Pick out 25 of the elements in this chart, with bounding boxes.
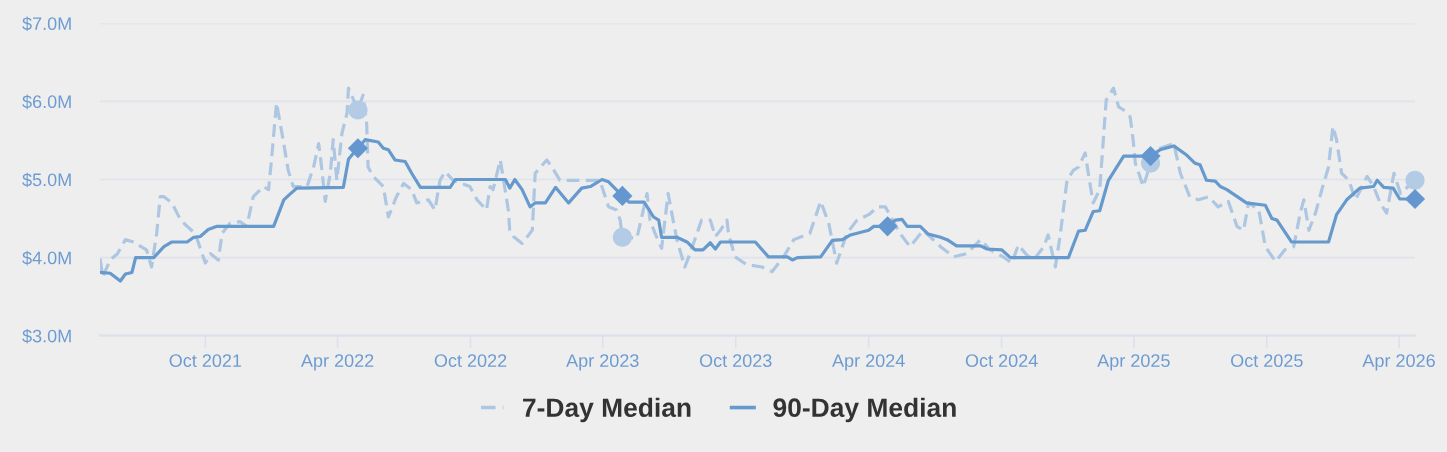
x-tick-label: Apr 2022 [300, 354, 374, 371]
y-tick-label: $6.0M [22, 94, 71, 110]
x-tick-label: Apr 2025 [1097, 354, 1170, 371]
point [612, 185, 633, 206]
x-tick-label: Oct 2025 [1231, 354, 1303, 368]
point [877, 216, 898, 237]
point [347, 138, 368, 159]
x-tick-label: Oct 2023 [699, 354, 772, 368]
point [1140, 146, 1161, 167]
y-tick-label: $4.0M [22, 250, 71, 266]
y-tick-label: $3.0M [22, 328, 71, 344]
legend-label: 90-Day Median [773, 397, 956, 423]
x-tick-label: Apr 2023 [566, 354, 639, 371]
legend-label: 7-Day Median [523, 397, 691, 423]
y-tick-label: $5.0M [22, 172, 71, 188]
x-tick-label: Oct 2024 [965, 354, 1038, 368]
x-tick-label: Apr 2026 [1362, 354, 1435, 371]
point [348, 100, 368, 120]
x-tick-label: Oct 2021 [169, 354, 242, 368]
point [1404, 188, 1426, 210]
y-tick-label: $7.0M [22, 16, 71, 32]
point [1405, 170, 1425, 190]
point [612, 227, 632, 247]
x-tick-label: Apr 2024 [832, 354, 905, 371]
x-tick-label: Oct 2022 [434, 354, 507, 368]
